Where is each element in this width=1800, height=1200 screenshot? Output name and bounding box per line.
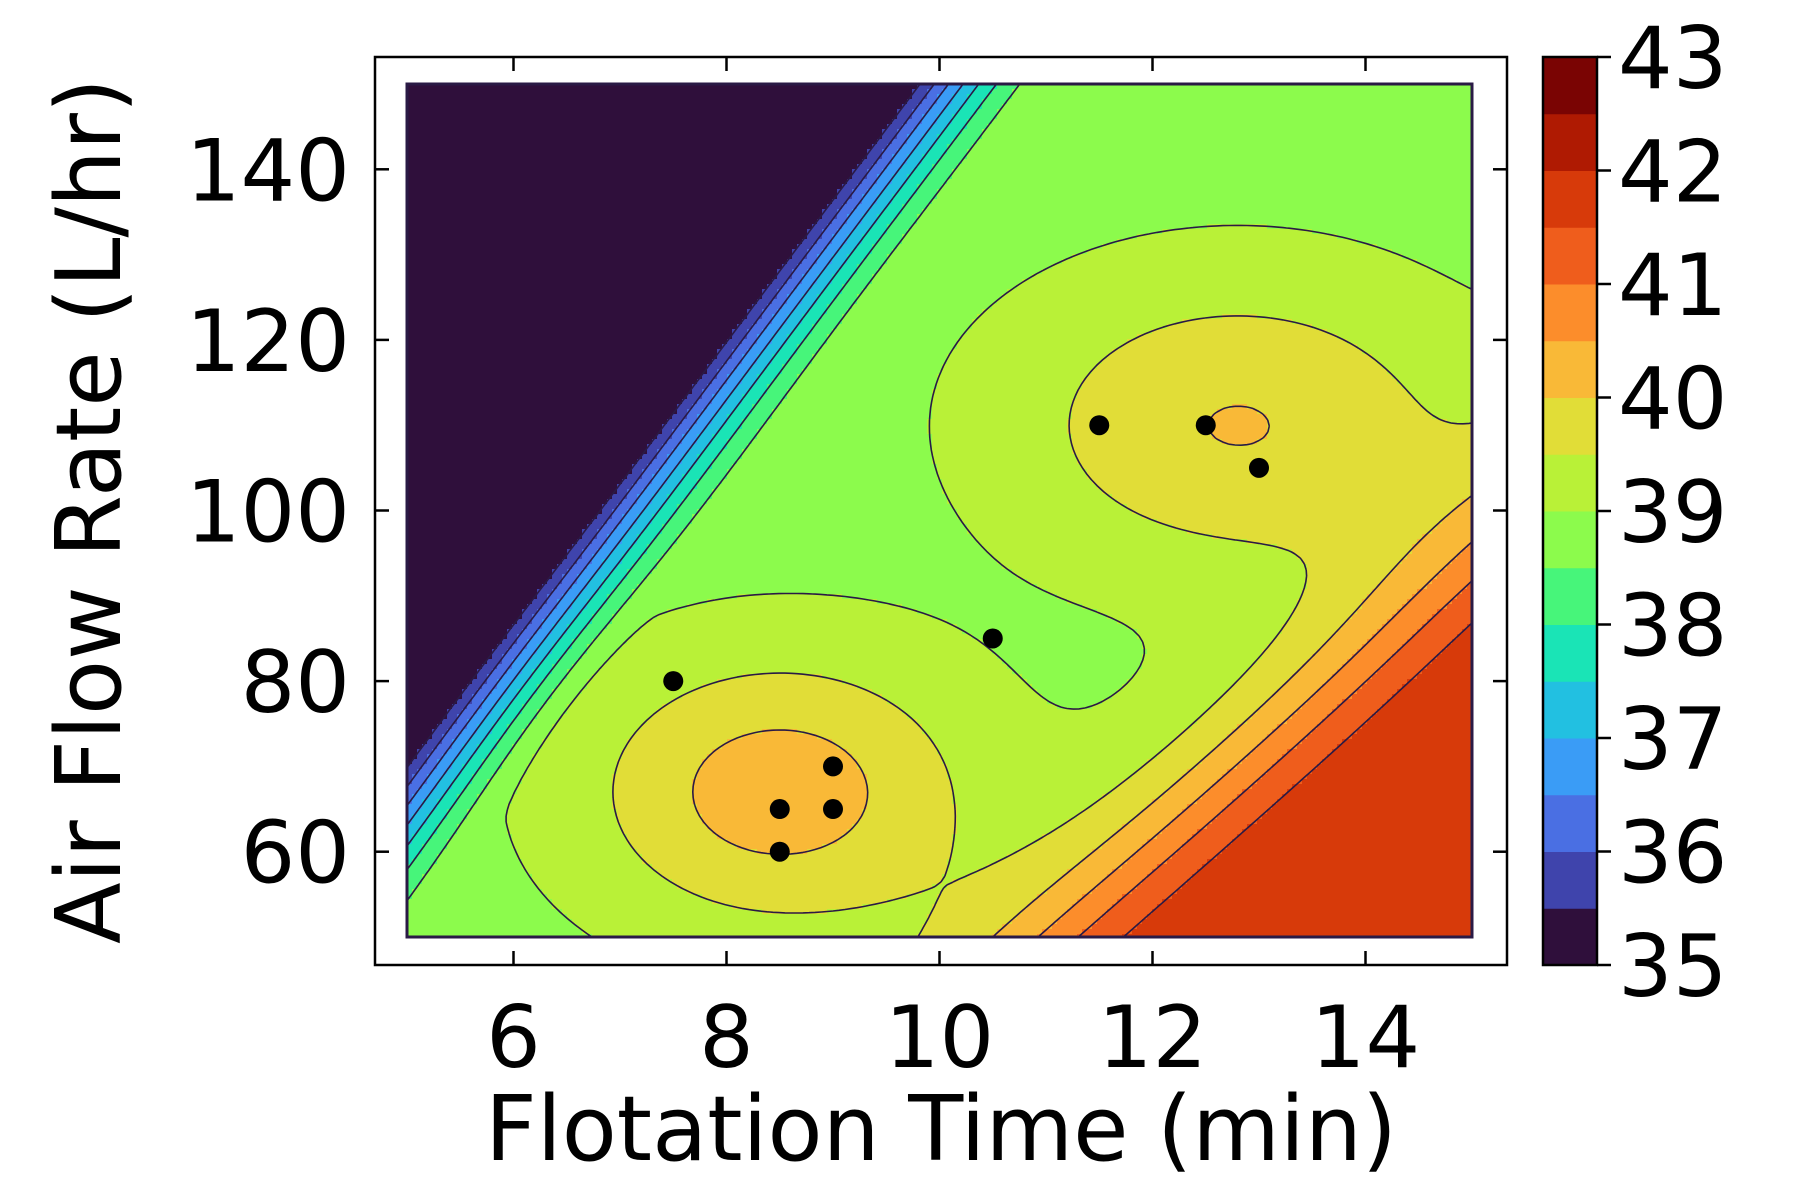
y-axis-label: Air Flow Rate (L/hr): [37, 78, 142, 944]
data-point: [1089, 415, 1110, 436]
x-axis-label: Flotation Time (min): [485, 1077, 1397, 1182]
contour-line: [407, 84, 950, 807]
y-tick-label: 60: [241, 804, 350, 904]
x-tick-label: 10: [885, 988, 994, 1088]
data-region-border: [405, 82, 1474, 939]
contour-line: [692, 405, 1472, 937]
contour-line: [407, 84, 998, 871]
y-axis-ticks: 60 80 100 120 140: [186, 121, 1507, 904]
colorbar-tick-label: 43: [1618, 9, 1727, 109]
contour-line: [407, 84, 1021, 902]
data-point: [823, 799, 843, 820]
contour-line: [407, 84, 980, 847]
contour-line: [612, 315, 1472, 937]
data-points: [663, 415, 1269, 862]
data-point: [1195, 415, 1216, 436]
colorbar-ticks: 35 36 37 38 39 40 41 42 43: [1597, 9, 1727, 1017]
data-point: [982, 628, 1003, 649]
data-point: [663, 671, 684, 692]
data-point: [769, 841, 790, 862]
colorbar-swatch: [1543, 681, 1597, 739]
contour-line: [407, 84, 921, 769]
colorbar-swatch: [1543, 57, 1597, 115]
contour-fill-layer: [407, 84, 1472, 937]
x-axis-ticks: 6 8 10 12 14: [486, 57, 1420, 1088]
colorbar-swatch: [1543, 567, 1597, 625]
colorbar: [1543, 57, 1597, 966]
colorbar-swatch: [1543, 113, 1597, 171]
x-tick-label: 12: [1098, 988, 1207, 1088]
colorbar-swatch: [1543, 908, 1597, 966]
contour-line: [505, 224, 1472, 937]
colorbar-tick-label: 35: [1618, 917, 1727, 1017]
x-tick-label: 8: [699, 988, 754, 1088]
contour-line: [407, 84, 935, 788]
colorbar-swatch: [1543, 738, 1597, 796]
x-tick-label: 6: [486, 988, 541, 1088]
contour-line: [1122, 621, 1472, 937]
colorbar-swatch: [1543, 454, 1597, 512]
data-point: [1249, 457, 1269, 478]
colorbar-tick-label: 37: [1618, 690, 1727, 790]
colorbar-swatch: [1543, 340, 1597, 398]
colorbar-swatch: [1543, 794, 1597, 852]
colorbar-tick-label: 38: [1618, 577, 1727, 677]
x-tick-label: 14: [1311, 988, 1420, 1088]
y-tick-label: 120: [186, 292, 350, 392]
colorbar-swatch: [1543, 227, 1597, 285]
contour-line: [407, 84, 964, 826]
y-tick-label: 100: [186, 463, 350, 563]
colorbar-tick-label: 40: [1618, 350, 1727, 450]
contour-line: [1036, 540, 1472, 937]
colorbar-swatch: [1543, 511, 1597, 569]
colorbar-swatch: [1543, 284, 1597, 342]
data-point: [769, 799, 790, 820]
colorbar-tick-label: 36: [1618, 804, 1727, 904]
colorbar-swatch: [1543, 851, 1597, 909]
y-tick-label: 140: [186, 121, 350, 221]
colorbar-tick-label: 42: [1618, 123, 1727, 223]
colorbar-swatch: [1543, 624, 1597, 682]
colorbar-tick-label: 41: [1618, 236, 1727, 336]
colorbar-swatch: [1543, 397, 1597, 455]
data-point: [823, 756, 843, 777]
contour-line: [1076, 579, 1472, 937]
colorbar-tick-label: 39: [1618, 463, 1727, 563]
colorbar-swatch: [1543, 170, 1597, 228]
y-tick-label: 80: [241, 633, 350, 733]
